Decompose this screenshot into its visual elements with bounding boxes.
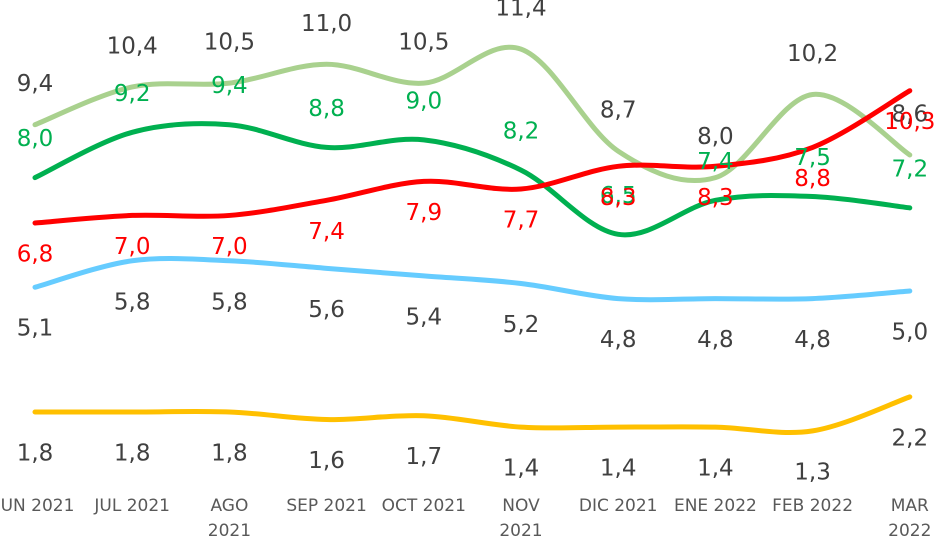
data-label: 8,0 xyxy=(697,124,734,150)
data-label: 11,4 xyxy=(495,0,546,22)
data-label: 1,6 xyxy=(308,448,345,474)
data-label: 8,8 xyxy=(308,96,345,122)
data-label: 4,8 xyxy=(697,327,734,353)
data-label: 5,8 xyxy=(114,289,151,315)
data-label: 8,7 xyxy=(600,98,637,124)
data-label: 5,8 xyxy=(211,289,248,315)
x-tick-label: AGO 2021 xyxy=(207,496,252,541)
data-label: 4,8 xyxy=(794,327,831,353)
data-label: 1,3 xyxy=(794,459,831,485)
data-label: 1,8 xyxy=(114,440,151,466)
data-label: 7,0 xyxy=(211,234,248,260)
x-tick-label: OCT 2021 xyxy=(381,496,466,516)
x-tick-label: ENE 2022 xyxy=(673,496,757,516)
x-tick-label: MAR 2022 xyxy=(888,496,932,541)
data-label: 9,4 xyxy=(17,71,54,97)
data-label: 10,4 xyxy=(107,33,158,59)
x-tick-label: JUL 2021 xyxy=(94,496,170,516)
line-series xyxy=(32,121,913,238)
data-label: 1,4 xyxy=(697,456,734,482)
data-label: 10,5 xyxy=(204,30,255,56)
x-tick-label: JUN 2021 xyxy=(0,496,75,516)
data-label: 8,3 xyxy=(600,185,637,211)
data-label: 2,2 xyxy=(892,425,929,451)
data-label: 10,3 xyxy=(884,109,935,135)
data-label: 1,4 xyxy=(503,456,540,482)
data-label: 7,5 xyxy=(794,145,831,171)
data-label: 8,6 xyxy=(892,101,929,127)
data-label: 9,4 xyxy=(211,73,248,99)
data-label: 7,7 xyxy=(503,207,540,233)
data-label: 5,4 xyxy=(406,304,443,330)
line-series xyxy=(32,394,913,435)
data-label: 1,7 xyxy=(406,444,443,470)
data-label: 7,4 xyxy=(697,149,734,175)
data-label: 9,0 xyxy=(406,88,443,114)
data-label: 6,5 xyxy=(600,183,637,209)
data-label: 6,8 xyxy=(17,241,54,267)
data-label: 1,8 xyxy=(17,440,54,466)
data-label: 5,2 xyxy=(503,312,540,338)
data-label: 10,2 xyxy=(787,41,838,67)
x-tick-label: DIC 2021 xyxy=(578,496,658,516)
data-label: 7,0 xyxy=(114,234,151,260)
data-label: 1,4 xyxy=(600,456,637,482)
x-tick-label: NOV 2021 xyxy=(499,496,543,541)
data-label: 4,8 xyxy=(600,327,637,353)
data-label: 8,0 xyxy=(17,126,54,152)
line-series xyxy=(32,44,913,184)
data-label: 8,8 xyxy=(794,166,831,192)
data-label: 1,8 xyxy=(211,440,248,466)
line-series xyxy=(32,256,913,303)
data-label: 7,2 xyxy=(892,156,929,182)
data-label: 11,0 xyxy=(301,11,352,37)
data-label: 5,1 xyxy=(17,316,54,342)
data-label: 5,0 xyxy=(892,320,929,346)
x-tick-label: FEB 2022 xyxy=(772,496,854,516)
data-label: 7,4 xyxy=(308,219,345,245)
x-tick-label: SEP 2021 xyxy=(286,496,367,516)
data-label: 9,2 xyxy=(114,81,151,107)
data-label: 5,6 xyxy=(308,297,345,323)
data-label: 8,3 xyxy=(697,185,734,211)
line-series xyxy=(32,88,913,226)
data-label: 7,9 xyxy=(406,200,443,226)
data-label: 8,2 xyxy=(503,119,540,145)
data-label: 10,5 xyxy=(398,30,449,56)
